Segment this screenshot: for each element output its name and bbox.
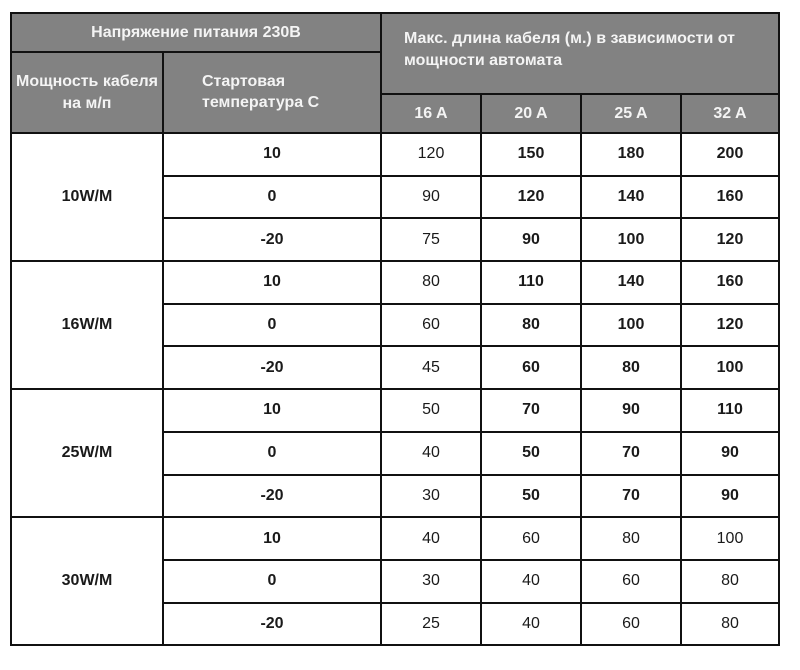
- cable-length-table: Напряжение питания 230В Макс. длина кабе…: [10, 12, 780, 647]
- cable-power-cell: 16W/M: [10, 260, 164, 391]
- length-value-cell: 60: [580, 558, 682, 604]
- length-value-cell: 30: [380, 473, 482, 519]
- cable-power-header: Мощность кабеля на м/п: [10, 51, 164, 134]
- amp-header: 20 A: [480, 93, 582, 134]
- cable-power-cell: 25W/M: [10, 388, 164, 519]
- table-row: 0 90 120 140 160: [11, 174, 780, 220]
- length-value-cell: 90: [580, 388, 682, 433]
- length-value-cell: 120: [680, 302, 780, 348]
- temperature-cell: 0: [162, 302, 382, 348]
- length-value-cell: 160: [680, 260, 780, 305]
- length-value-cell: 80: [580, 516, 682, 561]
- length-value-cell: 140: [580, 260, 682, 305]
- length-value-cell: 50: [380, 388, 482, 433]
- length-value-cell: 50: [480, 473, 582, 519]
- length-value-cell: 70: [580, 473, 682, 519]
- table-row: 0 40 50 70 90: [11, 430, 780, 476]
- length-value-cell: 120: [380, 132, 482, 177]
- temperature-cell: 10: [162, 388, 382, 433]
- length-value-cell: 160: [680, 174, 780, 220]
- temperature-cell: 0: [162, 558, 382, 604]
- length-value-cell: 90: [480, 217, 582, 263]
- cable-power-cell: 30W/M: [10, 516, 164, 647]
- cable-power-cell: 10W/M: [10, 131, 164, 263]
- amp-header: 16 A: [380, 93, 482, 134]
- length-value-cell: 70: [580, 430, 682, 476]
- table-row: 30W/M 10 40 60 80 100: [10, 516, 780, 647]
- table-row: 10W/M 10 120 150 180 200: [10, 131, 780, 263]
- temperature-cell: -20: [162, 601, 382, 647]
- length-value-cell: 80: [680, 558, 780, 604]
- length-value-cell: 45: [380, 345, 482, 391]
- length-value-cell: 60: [480, 345, 582, 391]
- length-value-cell: 40: [380, 430, 482, 476]
- length-value-cell: 60: [480, 516, 582, 561]
- amp-header: 25 A: [580, 93, 682, 134]
- temperature-cell: 0: [162, 430, 382, 476]
- temperature-cell: 10: [162, 132, 382, 177]
- length-value-cell: 25: [380, 601, 482, 647]
- length-value-cell: 40: [380, 516, 482, 561]
- table-row: -20 30 50 70 90: [11, 473, 780, 519]
- length-value-cell: 110: [480, 260, 582, 305]
- length-value-cell: 40: [480, 558, 582, 604]
- temperature-cell: -20: [162, 217, 382, 263]
- temperature-cell: 0: [162, 174, 382, 220]
- length-value-cell: 40: [480, 601, 582, 647]
- temperature-cell: -20: [162, 345, 382, 391]
- length-value-cell: 80: [680, 601, 780, 647]
- length-value-cell: 80: [380, 260, 482, 305]
- length-value-cell: 80: [580, 345, 682, 391]
- length-value-cell: 60: [580, 601, 682, 647]
- length-value-cell: 50: [480, 430, 582, 476]
- temperature-cell: 10: [162, 260, 382, 305]
- length-value-cell: 90: [680, 430, 780, 476]
- length-value-cell: 30: [380, 558, 482, 604]
- length-value-cell: 110: [680, 388, 780, 433]
- length-value-cell: 75: [380, 217, 482, 263]
- length-value-cell: 200: [680, 132, 780, 177]
- length-value-cell: 180: [580, 132, 682, 177]
- length-value-cell: 60: [380, 302, 482, 348]
- voltage-header: Напряжение питания 230В: [10, 12, 382, 53]
- length-value-cell: 120: [680, 217, 780, 263]
- table-row: 16W/M 10 80 110 140 160: [10, 260, 780, 391]
- length-value-cell: 90: [380, 174, 482, 220]
- table-row: 0 60 80 100 120: [11, 302, 780, 348]
- temperature-cell: 10: [162, 516, 382, 561]
- amp-header: 32 A: [680, 93, 780, 134]
- length-value-cell: 140: [580, 174, 682, 220]
- length-value-cell: 100: [680, 345, 780, 391]
- length-value-cell: 100: [580, 302, 682, 348]
- max-length-header: Макс. длина кабеля (м.) в зависимости от…: [380, 12, 780, 95]
- length-value-cell: 80: [480, 302, 582, 348]
- length-value-cell: 120: [480, 174, 582, 220]
- table-row: -20 75 90 100 120: [11, 217, 780, 263]
- table-row: -20 45 60 80 100: [11, 345, 780, 391]
- length-value-cell: 100: [580, 217, 682, 263]
- length-value-cell: 150: [480, 132, 582, 177]
- table-row: 0 30 40 60 80: [11, 558, 780, 604]
- start-temp-header: Стартовая температура С: [162, 51, 382, 134]
- table-row: 25W/M 10 50 70 90 110: [10, 388, 780, 519]
- length-value-cell: 90: [680, 473, 780, 519]
- table-row: -20 25 40 60 80: [11, 601, 780, 647]
- temperature-cell: -20: [162, 473, 382, 519]
- length-value-cell: 70: [480, 388, 582, 433]
- length-value-cell: 100: [680, 516, 780, 561]
